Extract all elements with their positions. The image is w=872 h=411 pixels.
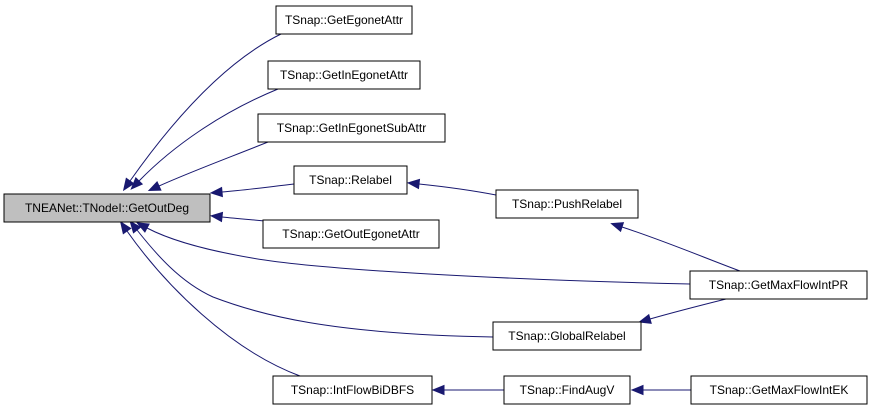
edge-arrowhead bbox=[122, 177, 135, 192]
node-root-label: TNEANet::TNodeI::GetOutDeg bbox=[25, 201, 189, 215]
node-get-out-egonet-attr-label: TSnap::GetOutEgonetAttr bbox=[282, 227, 419, 241]
edge-arrowhead bbox=[129, 220, 142, 234]
node-get-out-egonet-attr[interactable]: TSnap::GetOutEgonetAttr bbox=[262, 219, 440, 249]
edge-get-max-flow-int-ek-to-find-aug-v bbox=[630, 384, 691, 396]
node-global-relabel-label: TSnap::GlobalRelabel bbox=[508, 329, 625, 343]
edge-arrowhead bbox=[209, 211, 224, 223]
node-get-max-flow-int-ek[interactable]: TSnap::GetMaxFlowIntEK bbox=[690, 375, 868, 405]
edge-arrowhead bbox=[209, 186, 223, 198]
edge-line bbox=[126, 230, 301, 377]
edge-arrowhead bbox=[630, 384, 644, 396]
node-relabel-label: TSnap::Relabel bbox=[309, 173, 392, 187]
nodes-layer: TNEANet::TNodeI::GetOutDeg TSnap::GetEgo… bbox=[3, 5, 868, 405]
edge-int-flow-bi-dbfs-to-root bbox=[119, 220, 301, 377]
node-get-egonet-attr[interactable]: TSnap::GetEgonetAttr bbox=[275, 5, 413, 35]
edges-layer bbox=[119, 33, 741, 396]
node-get-in-egonet-sub-attr[interactable]: TSnap::GetInEgonetSubAttr bbox=[257, 113, 446, 143]
edge-global-relabel-to-root bbox=[129, 220, 494, 338]
edge-arrowhead bbox=[610, 222, 625, 233]
node-root: TNEANet::TNodeI::GetOutDeg bbox=[3, 193, 211, 223]
edge-line bbox=[129, 33, 282, 182]
node-find-aug-v[interactable]: TSnap::FindAugV bbox=[503, 375, 631, 405]
node-global-relabel[interactable]: TSnap::GlobalRelabel bbox=[492, 321, 642, 351]
edge-line bbox=[138, 88, 279, 182]
edge-line bbox=[418, 183, 497, 196]
edge-line bbox=[649, 298, 727, 320]
edge-arrowhead bbox=[431, 384, 445, 396]
edge-get-in-egonet-attr-to-root bbox=[130, 88, 279, 190]
edge-arrowhead bbox=[136, 222, 150, 233]
node-push-relabel[interactable]: TSnap::PushRelabel bbox=[495, 189, 639, 219]
edge-push-relabel-to-relabel bbox=[406, 178, 497, 196]
node-get-in-egonet-attr[interactable]: TSnap::GetInEgonetAttr bbox=[267, 60, 421, 90]
edge-get-max-flow-int-pr-to-push-relabel bbox=[610, 222, 741, 272]
edge-line bbox=[146, 227, 691, 285]
node-get-in-egonet-sub-attr-label: TSnap::GetInEgonetSubAttr bbox=[277, 121, 426, 135]
node-get-max-flow-int-pr[interactable]: TSnap::GetMaxFlowIntPR bbox=[689, 270, 868, 300]
edge-line bbox=[221, 183, 295, 193]
edge-get-max-flow-int-pr-to-root bbox=[136, 222, 691, 285]
edge-line bbox=[158, 141, 269, 187]
edge-relabel-to-root bbox=[209, 183, 295, 198]
node-get-egonet-attr-label: TSnap::GetEgonetAttr bbox=[285, 13, 403, 27]
node-int-flow-bi-dbfs-label: TSnap::IntFlowBiDBFS bbox=[291, 383, 414, 397]
node-find-aug-v-label: TSnap::FindAugV bbox=[520, 383, 615, 397]
node-relabel[interactable]: TSnap::Relabel bbox=[293, 165, 408, 195]
node-get-max-flow-int-pr-label: TSnap::GetMaxFlowIntPR bbox=[709, 278, 849, 292]
edge-line bbox=[621, 226, 741, 272]
edge-get-egonet-attr-to-root bbox=[122, 33, 282, 192]
node-get-in-egonet-attr-label: TSnap::GetInEgonetAttr bbox=[280, 68, 408, 82]
edge-find-aug-v-to-int-flow-bi-dbfs bbox=[431, 384, 504, 396]
edge-arrowhead bbox=[406, 178, 421, 190]
edge-arrowhead bbox=[638, 313, 652, 324]
edge-get-max-flow-int-pr-to-global-relabel bbox=[638, 298, 727, 324]
edge-get-in-egonet-sub-attr-to-root bbox=[147, 141, 269, 192]
node-int-flow-bi-dbfs[interactable]: TSnap::IntFlowBiDBFS bbox=[272, 375, 433, 405]
node-push-relabel-label: TSnap::PushRelabel bbox=[512, 197, 622, 211]
edge-arrowhead bbox=[119, 220, 132, 235]
edge-arrowhead bbox=[147, 181, 162, 192]
node-get-max-flow-int-ek-label: TSnap::GetMaxFlowIntEK bbox=[710, 383, 849, 397]
edge-line bbox=[136, 229, 494, 338]
edge-arrowhead bbox=[130, 177, 144, 190]
